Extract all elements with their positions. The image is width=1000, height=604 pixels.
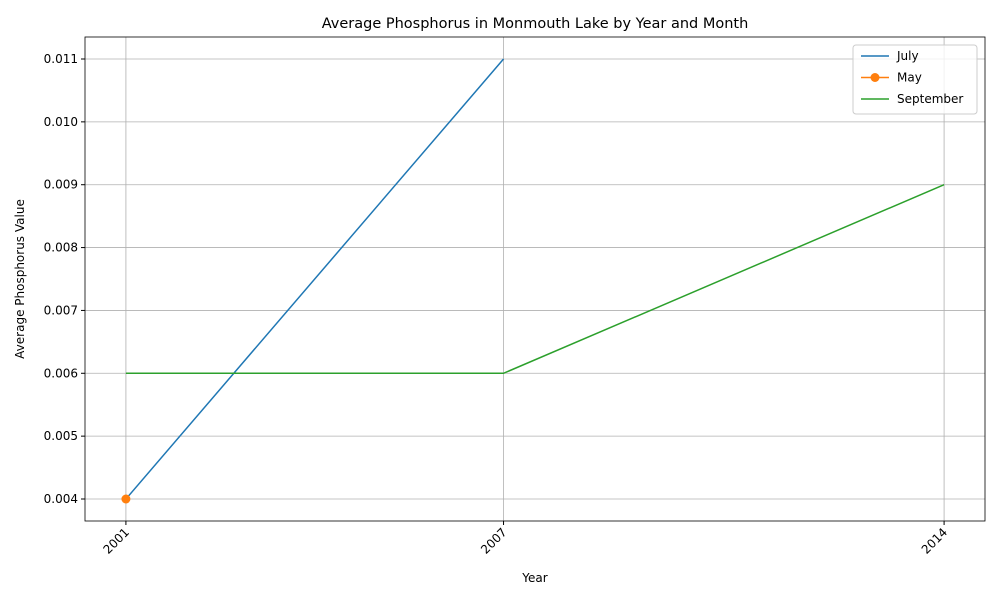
legend-label: July	[896, 49, 919, 63]
legend-label: May	[897, 71, 922, 85]
plot-frame	[84, 36, 986, 522]
y-tick-label: 0.005	[44, 429, 78, 443]
line	[125, 58, 505, 500]
x-tick-label: 2014	[919, 525, 950, 556]
legend-label: September	[897, 92, 963, 106]
point	[121, 494, 131, 504]
line	[125, 184, 945, 375]
legend: July May September	[852, 44, 978, 115]
y-tick-label: 0.007	[44, 303, 78, 317]
x-tick-label: 2007	[478, 525, 509, 556]
x-tick-label: 2001	[101, 525, 132, 556]
y-tick-label: 0.006	[44, 366, 78, 380]
legend-marker	[870, 73, 880, 82]
legend-box	[852, 44, 978, 115]
y-axis-label: Average Phosphorus Value	[13, 199, 27, 359]
y-tick-label: 0.004	[44, 492, 78, 506]
x-axis-label: Year	[521, 571, 547, 585]
y-tick-label: 0.009	[44, 178, 78, 192]
y-tick-label: 0.011	[44, 52, 78, 66]
y-tick-label: 0.008	[44, 241, 78, 255]
y-tick-label: 0.010	[44, 115, 78, 129]
chart-title: Average Phosphorus in Monmouth Lake by Y…	[322, 16, 749, 32]
